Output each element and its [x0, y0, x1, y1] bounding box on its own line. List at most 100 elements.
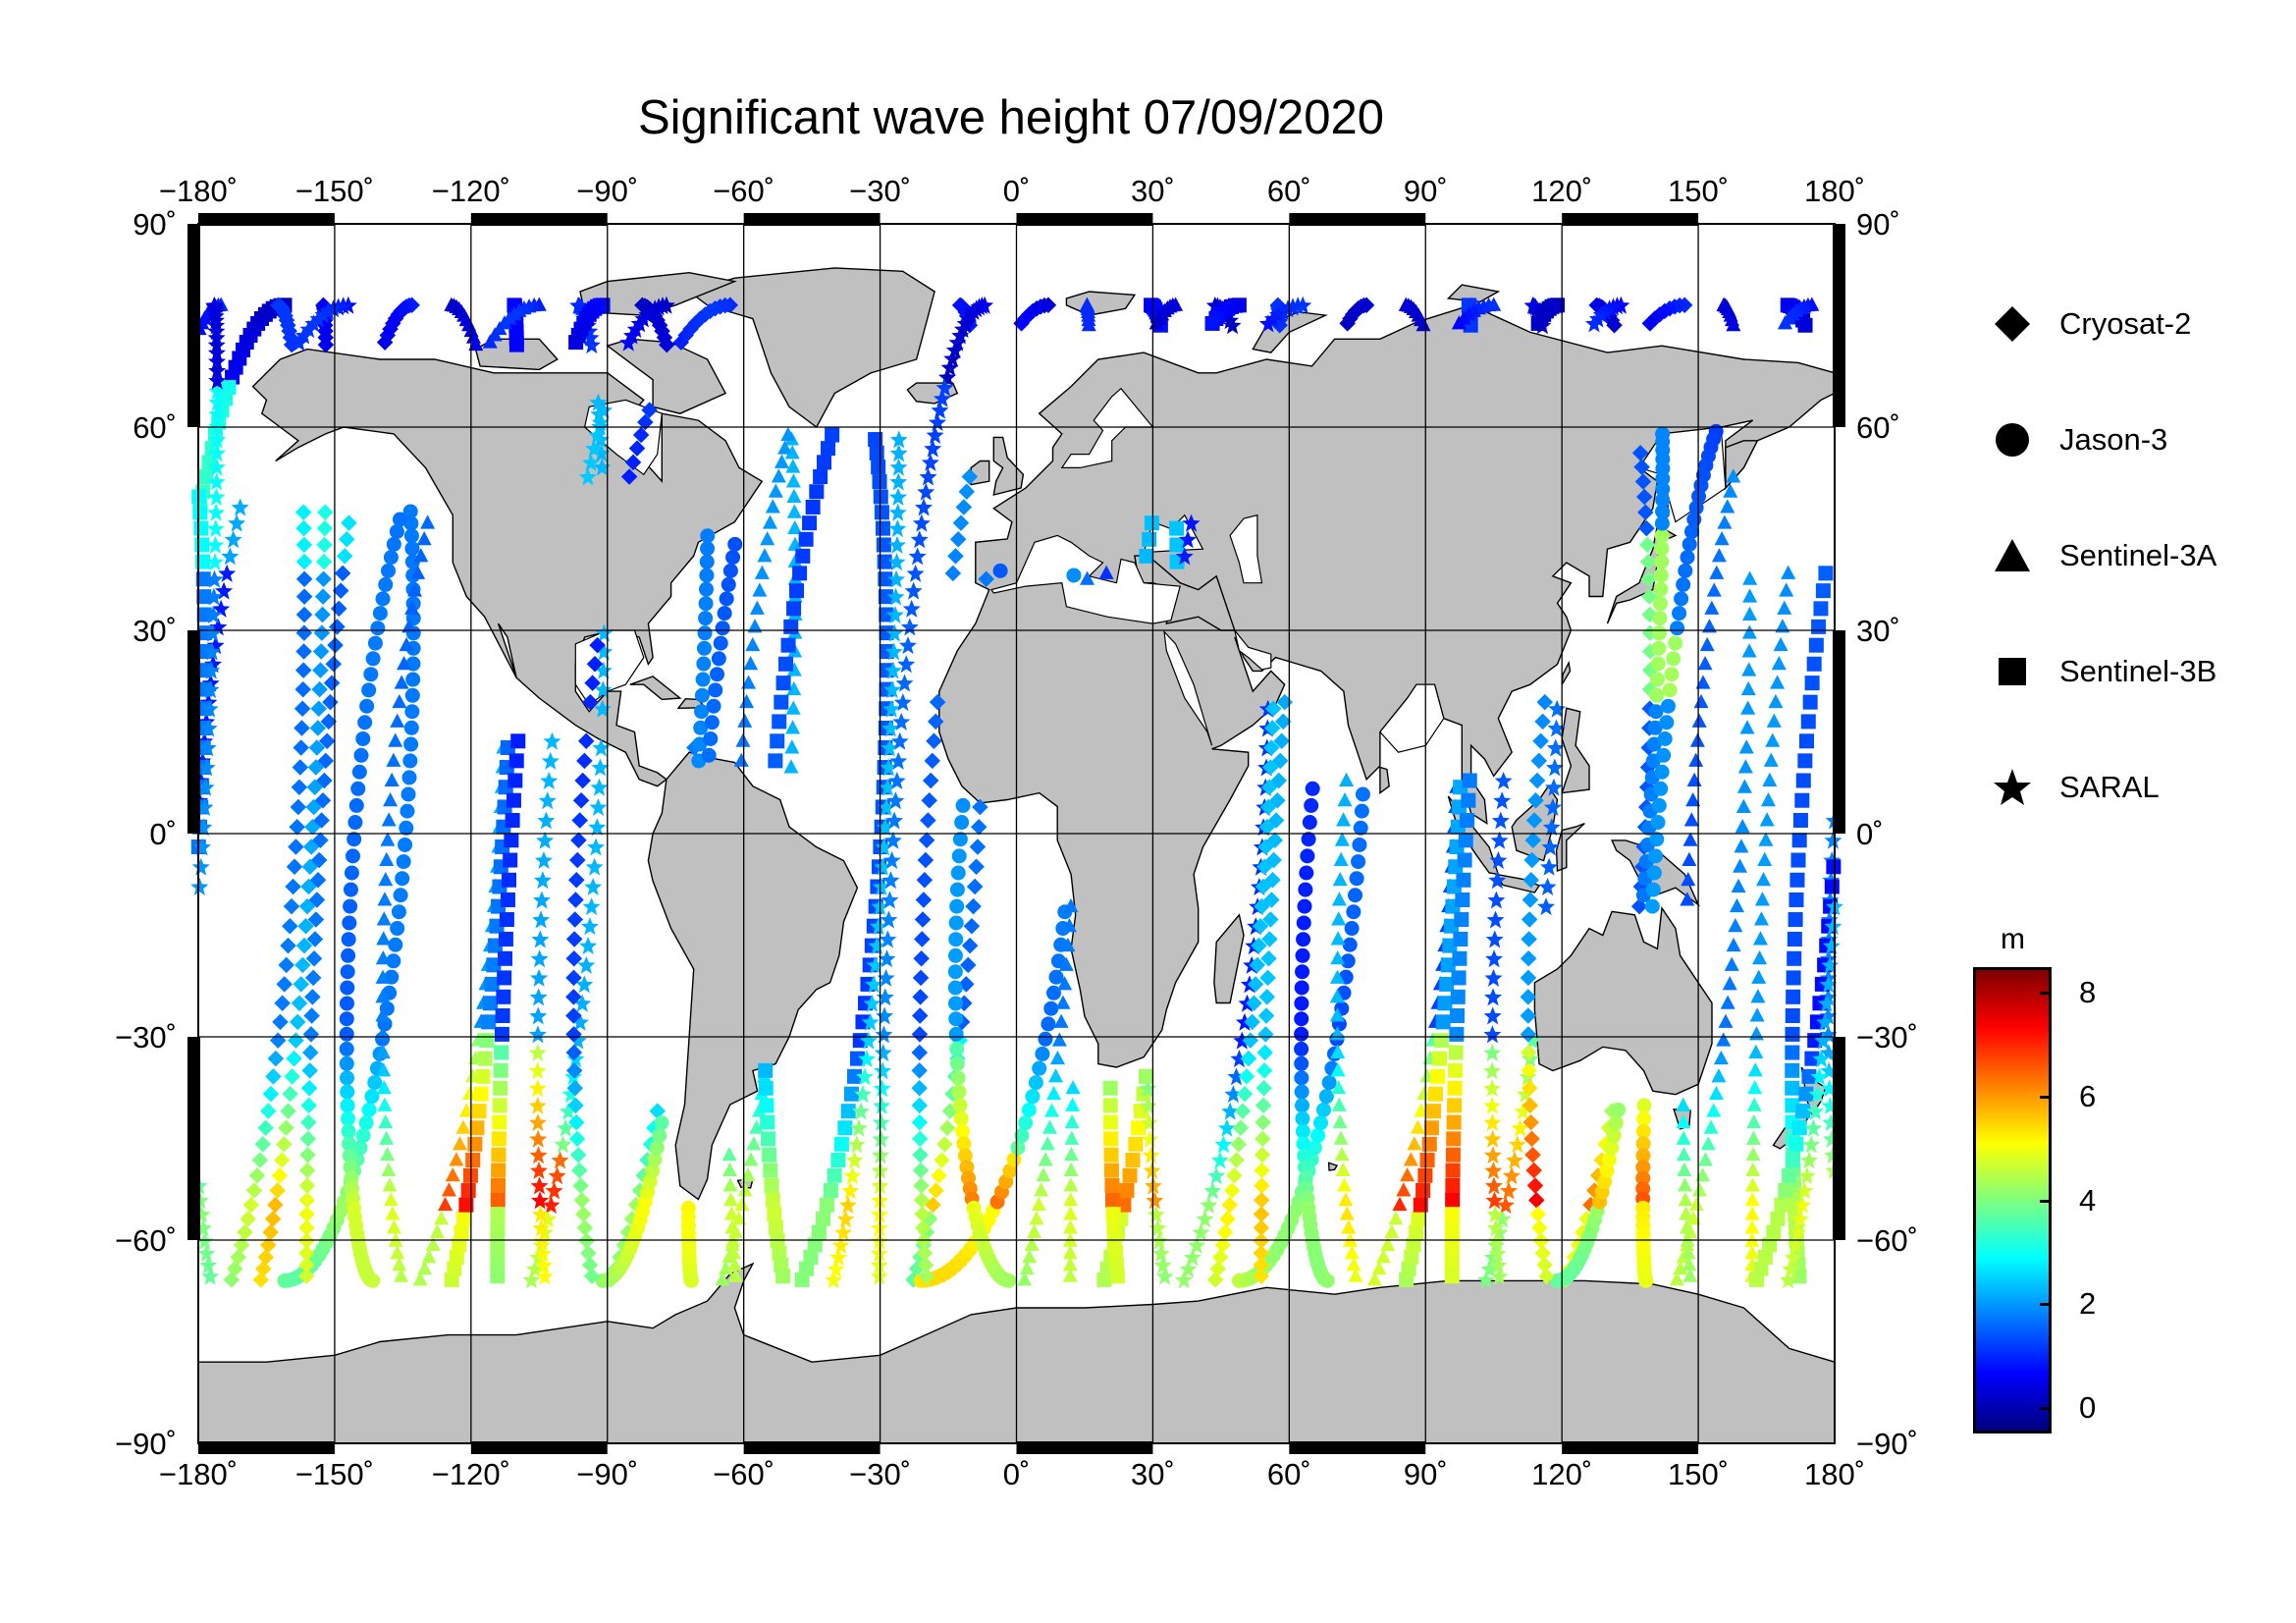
- track-point: [467, 1136, 483, 1152]
- track-point: [918, 1268, 935, 1285]
- track-point: [879, 625, 894, 641]
- track-point: [1048, 1068, 1064, 1083]
- track-point: [1294, 980, 1309, 996]
- track-point: [1683, 812, 1699, 827]
- track-point: [1752, 950, 1768, 965]
- track-point: [196, 625, 212, 641]
- track-point: [469, 1120, 485, 1136]
- track-point: [1296, 915, 1311, 931]
- track-point: [1063, 1192, 1079, 1207]
- track-point: [193, 838, 212, 856]
- track-point: [893, 693, 912, 712]
- track-point: [1742, 588, 1758, 603]
- track-point: [1804, 1118, 1823, 1137]
- track-point: [325, 656, 343, 673]
- track-point: [1746, 1097, 1762, 1111]
- track-point: [1749, 1007, 1765, 1022]
- track-point: [1785, 1026, 1800, 1042]
- track-point: [208, 417, 227, 436]
- track-point: [295, 606, 313, 623]
- track-point: [567, 1113, 585, 1131]
- track-point: [1217, 1118, 1236, 1137]
- track-point: [737, 1182, 753, 1197]
- track-point: [302, 1026, 320, 1043]
- track-point: [1521, 911, 1538, 928]
- track-point: [947, 548, 964, 565]
- track-point: [847, 1135, 866, 1154]
- track-point: [1483, 1006, 1502, 1025]
- track-point: [381, 563, 397, 578]
- border-segment: [1289, 1441, 1426, 1454]
- track-point: [1103, 1147, 1119, 1163]
- track-point: [1344, 921, 1360, 937]
- track-point: [1262, 759, 1279, 776]
- track-point: [838, 1196, 857, 1215]
- track-point: [298, 1177, 316, 1194]
- track-point: [257, 1119, 274, 1136]
- track-point: [760, 531, 775, 546]
- water-red-sea: [1163, 629, 1213, 746]
- track-point: [1253, 1232, 1270, 1249]
- track-point: [573, 1192, 591, 1209]
- track-point: [205, 296, 224, 314]
- track-point: [1104, 1177, 1120, 1193]
- track-point: [949, 1041, 965, 1056]
- track-point: [320, 713, 338, 730]
- track-point: [825, 1271, 843, 1289]
- track-point: [1731, 878, 1746, 893]
- land-madagascar: [1213, 913, 1245, 1004]
- track-point: [1655, 426, 1671, 442]
- track-point: [892, 712, 911, 730]
- track-point: [1644, 898, 1660, 914]
- track-point: [237, 1223, 253, 1241]
- track-point: [316, 772, 333, 789]
- track-point: [1822, 1113, 1841, 1132]
- track-point: [1646, 865, 1662, 881]
- track-point: [569, 851, 586, 869]
- track-point: [538, 791, 557, 810]
- track-point: [572, 791, 590, 809]
- track-point: [813, 469, 828, 485]
- track-point: [921, 453, 939, 471]
- track-point: [404, 704, 420, 720]
- track-point: [1214, 1135, 1233, 1154]
- track-point: [843, 1166, 862, 1185]
- track-point: [1682, 536, 1697, 552]
- track-point: [1543, 797, 1562, 816]
- track-point: [315, 553, 333, 570]
- track-point: [1421, 1136, 1437, 1152]
- track-point: [389, 523, 404, 539]
- track-point: [1542, 818, 1561, 837]
- track-point: [410, 565, 426, 579]
- track-point: [774, 694, 789, 710]
- track-point: [882, 851, 901, 870]
- track-point: [1747, 1080, 1763, 1095]
- track-point: [956, 1136, 972, 1152]
- track-point: [339, 996, 354, 1011]
- track-point: [951, 848, 967, 864]
- track-point: [403, 528, 419, 544]
- track-point: [1511, 1118, 1529, 1137]
- track-point: [733, 752, 749, 767]
- track-point: [1339, 772, 1355, 786]
- track-point: [405, 672, 421, 687]
- track-point: [584, 675, 601, 691]
- water-bay-of-bengal-fill: [1379, 683, 1445, 753]
- track-point: [1214, 1236, 1231, 1254]
- track-point: [397, 656, 412, 671]
- track-point: [869, 917, 887, 936]
- track-point: [786, 504, 802, 518]
- track-point: [869, 445, 884, 460]
- track-point: [1678, 563, 1693, 578]
- track-point: [952, 514, 970, 531]
- track-point: [1315, 1102, 1331, 1117]
- track-point: [1041, 1016, 1056, 1032]
- track-point: [715, 1271, 730, 1286]
- track-point: [762, 514, 777, 529]
- track-point: [1588, 309, 1607, 328]
- track-point: [294, 326, 313, 345]
- legend-item-sentinel-3a: Sentinel-3A: [1993, 526, 2216, 585]
- track-point: [1461, 792, 1476, 808]
- lon-tick-label: 30˚: [1131, 174, 1175, 208]
- track-point: [491, 1163, 507, 1178]
